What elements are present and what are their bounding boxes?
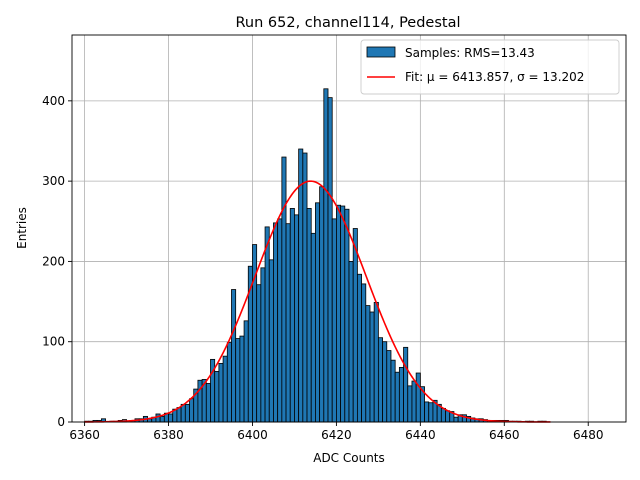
- legend-histogram-label: Samples: RMS=13.43: [405, 46, 535, 60]
- histogram-bar: [356, 273, 362, 423]
- histogram-bar: [306, 208, 312, 423]
- x-axis-ticks: 6360 6380 6400 6420 6440 6460 6480: [69, 422, 604, 442]
- histogram-bar: [205, 383, 211, 423]
- histogram-bar: [424, 401, 430, 423]
- histogram-bar: [252, 244, 258, 423]
- histogram-bar: [298, 148, 304, 423]
- histogram-bar: [310, 232, 316, 423]
- histogram-bar: [168, 413, 174, 423]
- histogram-bar: [340, 205, 346, 423]
- histogram-bar: [445, 410, 451, 423]
- x-tick-label: 6460: [489, 428, 520, 442]
- histogram-bar: [394, 371, 400, 423]
- legend-histogram-swatch: [366, 46, 396, 58]
- histogram-bar: [273, 222, 279, 423]
- histogram-bar: [260, 267, 266, 423]
- histogram-bar: [214, 371, 220, 423]
- x-tick-label: 6440: [405, 428, 436, 442]
- histogram-bar: [159, 415, 165, 423]
- histogram-bar: [369, 311, 375, 423]
- histogram-bar: [239, 335, 245, 423]
- histogram-bar: [348, 261, 354, 423]
- histogram-bar: [365, 305, 371, 423]
- histogram-bar: [327, 97, 333, 423]
- histogram-bar: [268, 259, 274, 423]
- histogram-bar: [180, 403, 186, 423]
- histogram-bar: [302, 152, 308, 423]
- y-tick-label: 100: [42, 335, 65, 349]
- chart-title: Run 652, channel114, Pedestal: [235, 15, 460, 31]
- y-tick-label: 400: [42, 94, 65, 108]
- histogram-bar: [277, 218, 283, 423]
- histogram-bar: [361, 283, 367, 423]
- x-axis-label: ADC Counts: [313, 451, 385, 465]
- histogram-bars: [84, 88, 547, 423]
- histogram-bar: [315, 202, 321, 423]
- x-tick-label: 6360: [69, 428, 100, 442]
- histogram-bar: [218, 362, 224, 423]
- histogram-bar: [176, 407, 182, 423]
- histogram-bar: [415, 372, 421, 423]
- y-axis-ticks: 0 100 200 300 400: [42, 94, 72, 429]
- x-tick-label: 6380: [153, 428, 184, 442]
- histogram-bar: [390, 359, 396, 423]
- histogram-bar: [226, 342, 232, 423]
- histogram-bar: [319, 186, 325, 423]
- histogram-bar: [281, 156, 287, 423]
- y-tick-label: 200: [42, 254, 65, 268]
- legend-box: [360, 39, 620, 95]
- histogram-bar: [373, 301, 379, 423]
- x-tick-label: 6420: [321, 428, 352, 442]
- histogram-bar: [243, 320, 249, 423]
- histogram-bar: [256, 284, 262, 423]
- y-axis-label: Entries: [15, 207, 29, 249]
- histogram-bar: [382, 341, 388, 423]
- legend-fit-label: Fit: μ = 6413.857, σ = 13.202: [405, 70, 584, 84]
- histogram-bar: [428, 402, 434, 423]
- histogram-bar: [440, 407, 446, 423]
- histogram-bar: [189, 398, 195, 423]
- histogram-bar: [264, 226, 270, 423]
- histogram-bar: [398, 367, 404, 423]
- histogram-bar: [386, 350, 392, 423]
- histogram-bar: [184, 403, 190, 423]
- legend: Samples: RMS=13.43 Fit: μ = 6413.857, σ …: [360, 39, 620, 95]
- histogram-bar: [403, 346, 409, 423]
- histogram-bar: [336, 204, 342, 423]
- y-tick-label: 0: [57, 415, 65, 429]
- histogram-bar: [323, 88, 329, 423]
- histogram-bar: [155, 413, 161, 423]
- histogram-bar: [285, 223, 291, 423]
- histogram-bar: [453, 416, 459, 423]
- histogram-bar: [231, 289, 237, 423]
- histogram-bar: [222, 355, 228, 423]
- histogram-bar: [344, 208, 350, 423]
- x-tick-label: 6400: [237, 428, 268, 442]
- histogram-bar: [407, 385, 413, 423]
- histogram-bar: [294, 214, 300, 423]
- histogram-bar: [352, 228, 358, 423]
- histogram-bar: [331, 218, 337, 423]
- plot-frame: [71, 34, 627, 423]
- y-tick-label: 300: [42, 174, 65, 188]
- histogram-bar: [289, 208, 295, 423]
- histogram-bar: [411, 380, 417, 423]
- histogram-bar: [235, 338, 241, 423]
- histogram-bar: [377, 337, 383, 423]
- x-tick-label: 6480: [573, 428, 604, 442]
- gaussian-fit-curve: [84, 180, 551, 423]
